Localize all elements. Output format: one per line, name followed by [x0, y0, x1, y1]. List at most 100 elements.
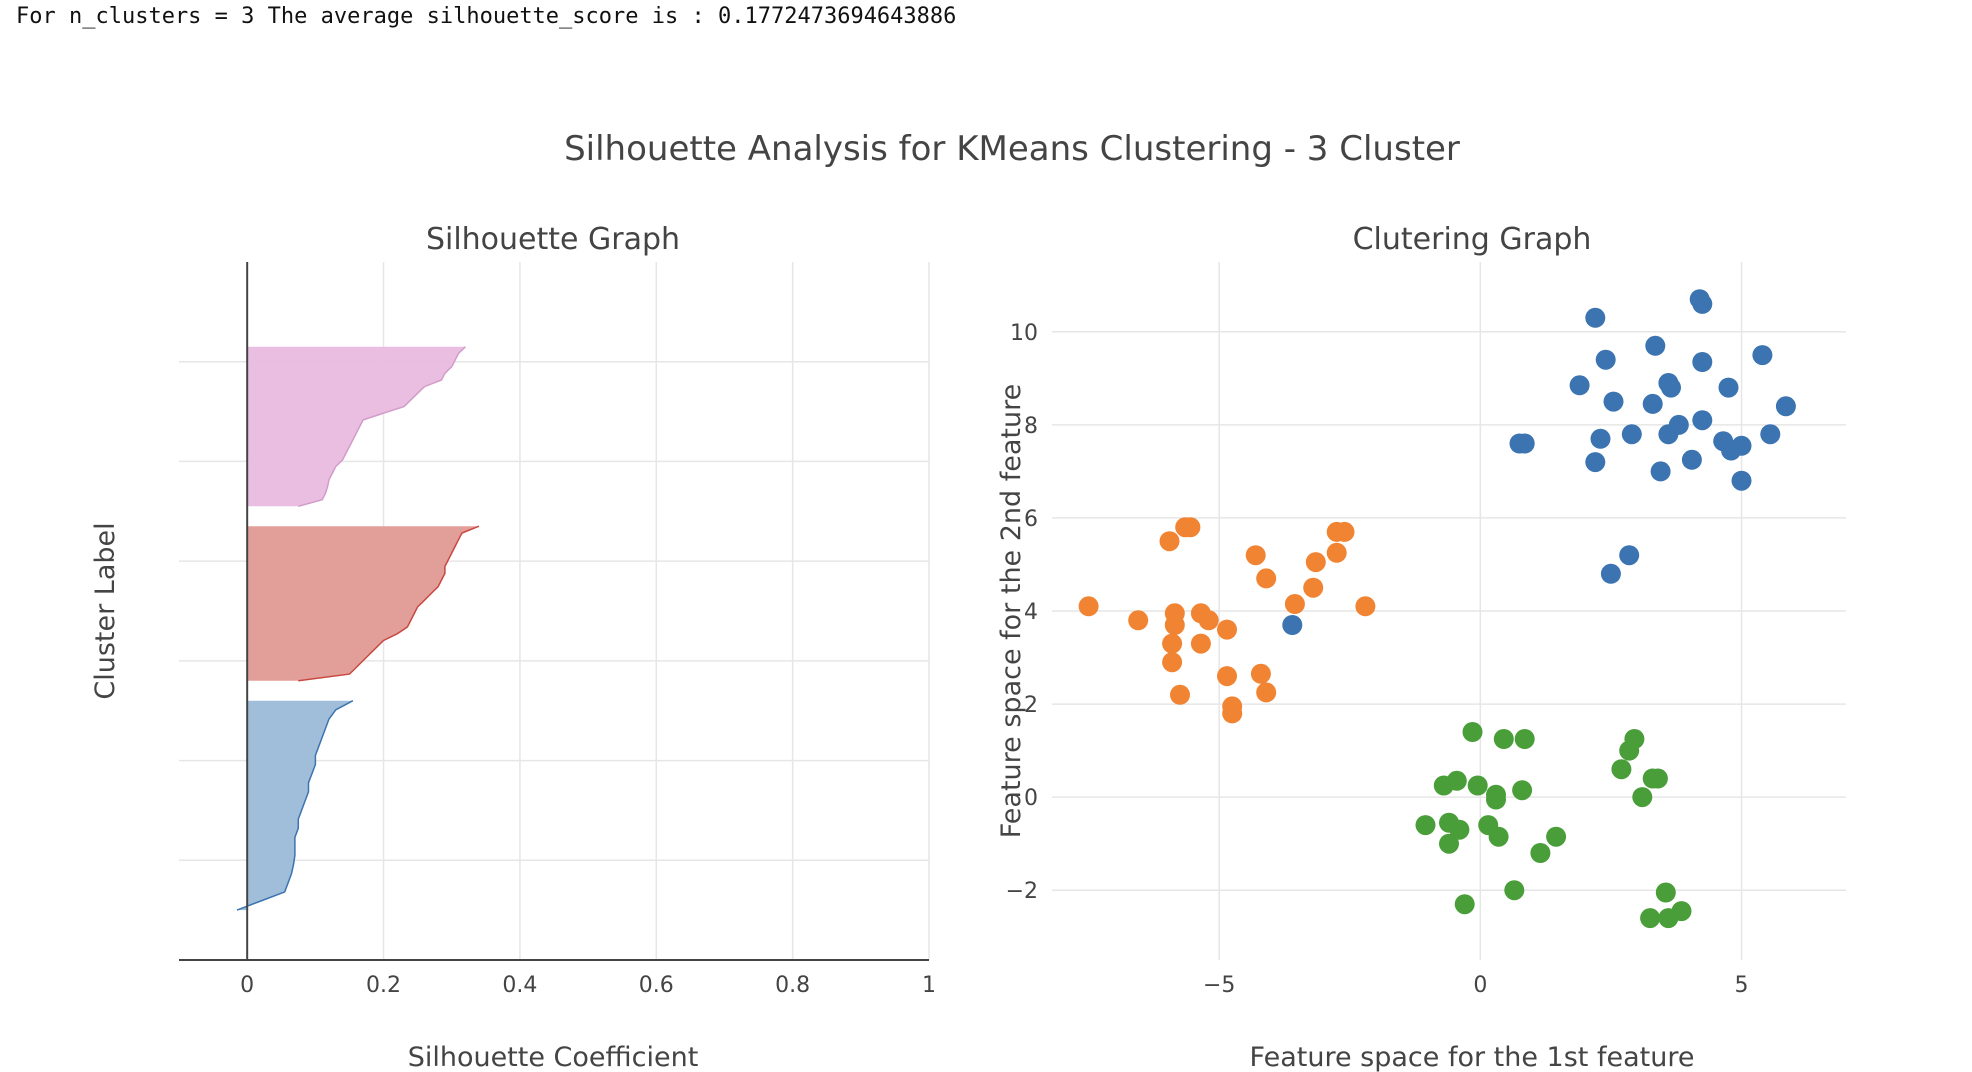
clustering-y-axis-title: Feature space for the 2nd feature: [996, 384, 1027, 839]
scatter-point-cluster-0: [1600, 563, 1621, 584]
scatter-point-cluster-0: [1775, 396, 1796, 417]
scatter-point-cluster-2: [1504, 880, 1525, 901]
clustering-y-tick-label: 4: [1024, 600, 1038, 625]
scatter-point-cluster-1: [1164, 615, 1185, 635]
scatter-point-cluster-0: [1731, 470, 1752, 491]
figure-title: Silhouette Analysis for KMeans Clusterin…: [564, 129, 1460, 169]
scatter-point-cluster-2: [1415, 815, 1436, 836]
scatter-point-cluster-1: [1355, 596, 1376, 617]
clustering-x-tick-label: 5: [1735, 973, 1749, 998]
scatter-point-cluster-0: [1661, 377, 1681, 398]
scatter-point-cluster-0: [1585, 452, 1606, 473]
silhouette-x-tick-label: 1: [922, 973, 936, 998]
silhouette-x-axis-title: Silhouette Coefficient: [408, 1042, 699, 1072]
scatter-point-cluster-1: [1334, 521, 1355, 542]
silhouette-x-tick-label: 0: [240, 973, 254, 998]
scatter-point-cluster-1: [1245, 545, 1266, 566]
scatter-point-cluster-2: [1449, 819, 1470, 840]
scatter-point-cluster-1: [1159, 531, 1180, 552]
clustering-points: [1078, 289, 1796, 929]
scatter-point-cluster-0: [1569, 375, 1590, 396]
silhouette-x-tick-label: 0.4: [502, 973, 537, 998]
clustering-y-tick-label: 6: [1024, 507, 1038, 532]
scatter-point-cluster-1: [1222, 703, 1243, 724]
scatter-point-cluster-2: [1446, 770, 1467, 791]
scatter-point-cluster-1: [1303, 577, 1324, 598]
scatter-point-cluster-2: [1512, 780, 1533, 801]
clustering-y-tick-label: 0: [1024, 786, 1038, 811]
clustering-y-tick-label: −2: [1006, 879, 1038, 904]
scatter-point-cluster-2: [1439, 833, 1459, 854]
scatter-point-cluster-2: [1647, 768, 1668, 789]
scatter-point-cluster-0: [1650, 461, 1671, 482]
scatter-point-cluster-1: [1284, 594, 1305, 614]
scatter-point-cluster-1: [1170, 684, 1190, 705]
silhouette-x-tick-label: 0.2: [366, 973, 401, 998]
scatter-point-cluster-0: [1692, 352, 1713, 372]
scatter-point-cluster-2: [1655, 882, 1676, 903]
scatter-point-cluster-2: [1488, 826, 1509, 847]
silhouette-x-tick-label: 0.6: [639, 973, 674, 998]
clustering-y-tick-label: 8: [1024, 414, 1038, 439]
scatter-point-cluster-0: [1681, 449, 1702, 470]
silhouette-plot-title: Silhouette Graph: [426, 222, 680, 257]
scatter-point-cluster-0: [1282, 615, 1303, 635]
scatter-point-cluster-0: [1585, 307, 1606, 328]
silhouette-plot: Silhouette Graph 0 0.2 0.4 0.6 0.8 1 Silhouet…: [90, 222, 936, 1072]
clustering-y-tick-label: 10: [1010, 321, 1038, 346]
silhouette-x-tick-label: 0.8: [775, 973, 810, 998]
clustering-y-tick-label: 2: [1024, 693, 1038, 718]
scatter-point-cluster-1: [1175, 517, 1196, 538]
scatter-point-cluster-0: [1731, 435, 1752, 456]
scatter-point-cluster-2: [1467, 775, 1488, 796]
clustering-plot-title: Clutering Graph: [1353, 222, 1592, 257]
scatter-point-cluster-1: [1217, 666, 1237, 687]
scatter-point-cluster-2: [1611, 759, 1632, 780]
scatter-point-cluster-0: [1603, 391, 1624, 412]
silhouette-x-ticks: 0 0.2 0.4 0.6 0.8 1: [240, 973, 936, 998]
silhouette-area-cluster-2: [247, 346, 466, 507]
scatter-point-cluster-0: [1514, 433, 1535, 454]
silhouette-area-cluster-1: [247, 526, 479, 681]
clustering-gridlines: [1052, 262, 1846, 960]
scatter-point-cluster-1: [1190, 633, 1211, 654]
silhouette-y-axis-title: Cluster Label: [90, 522, 121, 699]
scatter-point-cluster-0: [1692, 293, 1713, 314]
console-output-line: For n_clusters = 3 The average silhouett…: [16, 4, 957, 29]
scatter-point-cluster-2: [1632, 787, 1653, 808]
silhouette-edge-cluster-1: [298, 525, 480, 682]
scatter-point-cluster-2: [1530, 843, 1551, 863]
scatter-point-cluster-1: [1198, 610, 1219, 631]
scatter-point-cluster-2: [1640, 908, 1661, 929]
scatter-point-cluster-2: [1546, 826, 1567, 847]
scatter-point-cluster-0: [1760, 424, 1781, 445]
scatter-point-cluster-1: [1162, 633, 1183, 654]
scatter-point-cluster-1: [1162, 652, 1183, 673]
scatter-point-cluster-0: [1619, 545, 1640, 566]
scatter-point-cluster-1: [1256, 568, 1277, 589]
scatter-point-cluster-2: [1619, 740, 1640, 761]
scatter-point-cluster-1: [1305, 552, 1326, 573]
scatter-point-cluster-2: [1462, 722, 1483, 742]
clustering-plot: Clutering Graph −5 0 5 −2 0 2 4 6 8 10 Feature sp…: [996, 222, 1846, 1072]
scatter-point-cluster-2: [1493, 729, 1514, 749]
scatter-point-cluster-1: [1217, 619, 1237, 640]
scatter-point-cluster-1: [1326, 542, 1347, 563]
scatter-point-cluster-0: [1692, 410, 1713, 431]
silhouette-areas: [236, 346, 480, 911]
clustering-x-tick-label: −5: [1203, 973, 1235, 998]
scatter-point-cluster-0: [1621, 424, 1642, 445]
scatter-point-cluster-1: [1256, 682, 1277, 703]
scatter-point-cluster-0: [1668, 414, 1689, 435]
scatter-point-cluster-1: [1078, 596, 1099, 617]
scatter-point-cluster-2: [1514, 729, 1535, 749]
scatter-point-cluster-0: [1590, 428, 1611, 449]
scatter-point-cluster-0: [1595, 349, 1616, 370]
clustering-x-axis-title: Feature space for the 1st feature: [1250, 1042, 1695, 1072]
silhouette-edge-cluster-0: [236, 700, 354, 911]
scatter-point-cluster-0: [1642, 393, 1663, 414]
scatter-point-cluster-1: [1128, 610, 1149, 631]
silhouette-axes: [179, 262, 929, 961]
silhouette-edge-cluster-2: [298, 346, 466, 508]
